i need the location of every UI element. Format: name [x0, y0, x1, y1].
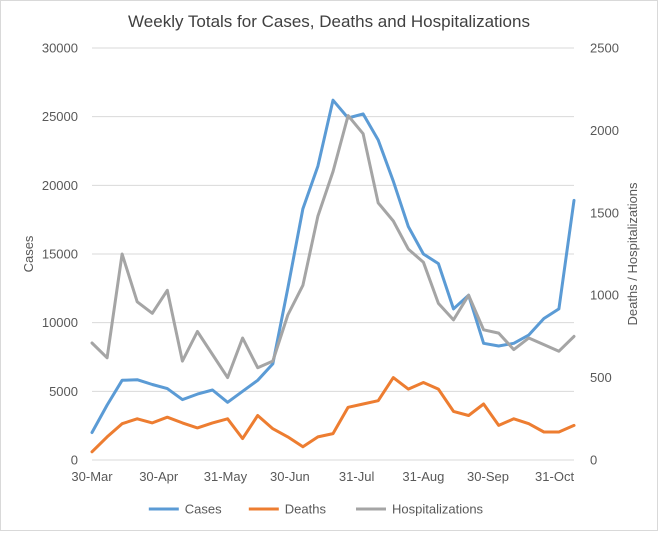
gridlines	[92, 47, 574, 392]
y-tick-label: 10000	[42, 315, 78, 330]
axes: 0 5000 10000 15000 20000 25000 30000 0 500 1000 15…	[42, 41, 619, 485]
x-tick-label: 31-May	[204, 469, 248, 484]
y2-tick-label: 1500	[590, 205, 619, 220]
legend: Cases Deaths Hospitalizations	[148, 502, 484, 517]
y2-tick-label: 0	[590, 453, 597, 468]
chart-title: Weekly Totals for Cases, Deaths and Hosp…	[128, 12, 530, 31]
series-line-cases	[90, 98, 576, 434]
x-tick-label: 31-Jul	[339, 469, 375, 484]
legend-label-deaths: Deaths	[285, 502, 327, 517]
x-tick-label: 31-Aug	[402, 469, 444, 484]
y2-tick-label: 2500	[590, 41, 619, 56]
y2-tick-label: 2000	[590, 123, 619, 138]
y-axis-title-deaths-hospitalizations: Deaths / Hospitalizations	[625, 182, 640, 326]
series-line-deaths	[90, 376, 576, 454]
series-line-hospitalizations	[90, 114, 576, 380]
y2-tick-label: 1000	[590, 288, 619, 303]
x-tick-label: 30-Mar	[71, 469, 113, 484]
y-tick-label: 15000	[42, 247, 78, 262]
y2-tick-label: 500	[590, 370, 612, 385]
y-tick-label: 30000	[42, 41, 78, 56]
x-tick-label: 30-Jun	[270, 469, 310, 484]
x-tick-label: 31-Oct	[535, 469, 574, 484]
legend-label-cases: Cases	[185, 502, 222, 517]
y-axis-title-cases: Cases	[21, 235, 36, 272]
x-tick-label: 30-Apr	[139, 469, 179, 484]
legend-label-hospitalizations: Hospitalizations	[392, 502, 484, 517]
y-tick-label: 5000	[49, 384, 78, 399]
y-tick-label: 20000	[42, 178, 78, 193]
x-tick-label: 30-Sep	[467, 469, 509, 484]
y-tick-label: 0	[71, 453, 78, 468]
series-lines	[90, 98, 576, 454]
y-tick-label: 25000	[42, 109, 78, 124]
